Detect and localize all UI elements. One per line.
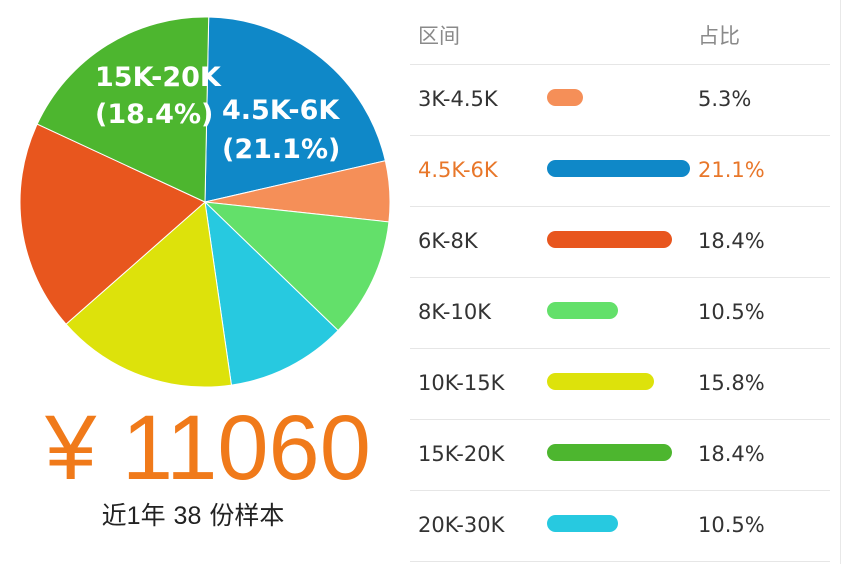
- range-label: 4.5K-6K: [418, 158, 498, 182]
- salary-pie-chart: 15K-20K (18.4%) 4.5K-6K (21.1%): [0, 0, 400, 400]
- ratio-value: 18.4%: [698, 229, 765, 253]
- ratio-value: 15.8%: [698, 371, 765, 395]
- range-label: 20K-30K: [418, 513, 505, 537]
- ratio-bar: [547, 302, 619, 319]
- ratio-bar: [547, 373, 655, 390]
- pie-slice-20k-30k: [204, 200, 339, 386]
- table-row: 15K-20K 18.4%: [410, 420, 830, 491]
- table-row: 10K-15K 15.8%: [410, 349, 830, 420]
- pie-data-label: 15K-20K: [95, 62, 222, 93]
- ratio-value: 10.5%: [698, 513, 765, 537]
- pie-data-label: (21.1%): [222, 134, 340, 165]
- ratio-bar: [547, 231, 672, 248]
- range-label: 8K-10K: [418, 300, 491, 324]
- ratio-value: 21.1%: [698, 158, 765, 182]
- ratio-bar: [547, 160, 690, 177]
- pie-slice-15k-20k: [36, 16, 210, 203]
- sample-summary: 近1年 38 份样本: [28, 496, 358, 532]
- period-unit: 年: [140, 501, 166, 530]
- sample-unit: 份样本: [209, 501, 285, 530]
- summary-prefix: 近: [101, 501, 127, 530]
- table-row: 4.5K-6K 21.1%: [410, 136, 830, 207]
- salary-distribution-table: 区间 占比 3K-4.5K 5.3% 4.5K-6K 21.1% 6K-8K 18.4% 8…: [410, 0, 830, 562]
- range-label: 10K-15K: [418, 371, 505, 395]
- table-row: 8K-10K 10.5%: [410, 278, 830, 349]
- average-salary: ¥ 11060: [45, 397, 371, 499]
- ratio-bar: [547, 89, 583, 106]
- header-range: 区间: [418, 24, 460, 48]
- pie-data-label: (18.4%): [95, 99, 213, 130]
- sample-count: 38: [173, 502, 202, 530]
- ratio-value: 18.4%: [698, 442, 765, 466]
- pie-slice-6k-8k: [19, 123, 206, 325]
- ratio-bar: [547, 444, 672, 461]
- pie-slice-10k-15k: [65, 201, 232, 388]
- ratio-bar: [547, 515, 619, 532]
- ratio-value: 5.3%: [698, 87, 752, 111]
- table-row: 6K-8K 18.4%: [410, 207, 830, 278]
- pie-slice-4-5k-6k: [204, 16, 386, 203]
- table-row: 20K-30K 10.5%: [410, 491, 830, 562]
- right-divider: [840, 0, 841, 564]
- pie-slice-8k-10k: [203, 201, 390, 332]
- table-header: 区间 占比: [410, 0, 830, 65]
- period-number: 1: [126, 502, 141, 530]
- range-label: 6K-8K: [418, 229, 478, 253]
- range-label: 15K-20K: [418, 442, 505, 466]
- header-ratio: 占比: [698, 24, 740, 48]
- ratio-value: 10.5%: [698, 300, 765, 324]
- range-label: 3K-4.5K: [418, 87, 498, 111]
- pie-svg: 15K-20K (18.4%) 4.5K-6K (21.1%): [19, 16, 391, 388]
- pie-data-label: 4.5K-6K: [222, 95, 340, 126]
- table-body: 3K-4.5K 5.3% 4.5K-6K 21.1% 6K-8K 18.4% 8K-10K 1…: [410, 65, 830, 562]
- table-row: 3K-4.5K 5.3%: [410, 65, 830, 136]
